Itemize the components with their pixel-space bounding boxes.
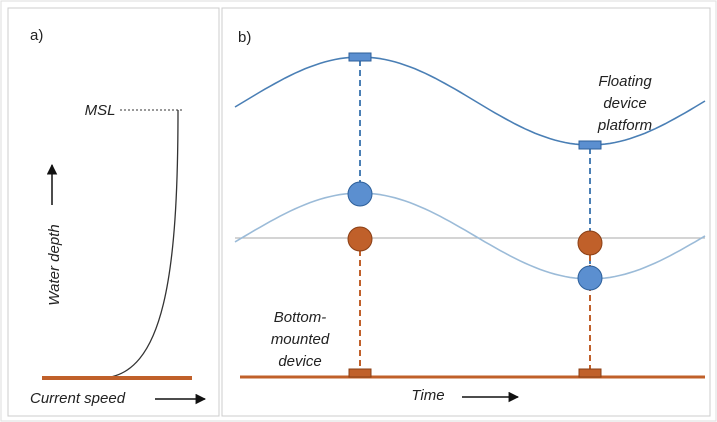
floating-label: device	[603, 95, 646, 112]
bottom-label: mounted	[271, 331, 330, 348]
platform	[348, 52, 372, 62]
bottom-device	[577, 230, 603, 256]
bottom-label: Bottom-	[274, 309, 327, 326]
msl-label: MSL	[85, 102, 116, 119]
floating-label: Floating	[598, 73, 652, 90]
panel-label: b)	[238, 29, 251, 46]
anchor	[578, 368, 602, 378]
panel-a-border	[7, 7, 220, 417]
x-axis-label: Time	[411, 387, 444, 404]
bottom-device	[347, 226, 373, 252]
surface-wave	[234, 56, 706, 146]
x-axis-label: Current speed	[30, 390, 126, 407]
bottom-label: device	[278, 353, 321, 370]
water-particle-wave	[234, 192, 706, 280]
y-axis-label: Water depth	[46, 224, 63, 305]
anchor	[348, 368, 372, 378]
platform	[578, 140, 602, 150]
floating-device	[577, 265, 603, 291]
floating-device	[347, 181, 373, 207]
panel-b-border	[221, 7, 711, 417]
panel-label: a)	[30, 27, 43, 44]
velocity-profile	[99, 109, 179, 379]
floating-label: platform	[597, 117, 652, 134]
